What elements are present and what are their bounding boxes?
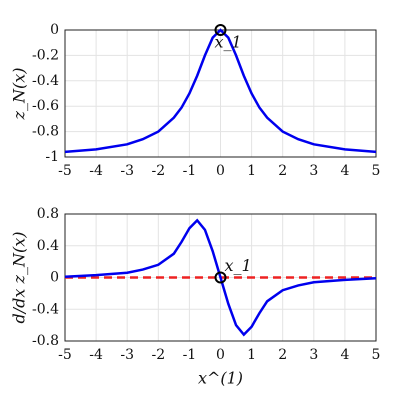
x-tick-label: -1 [183,347,197,363]
x-tick-label: 4 [340,163,349,179]
x-tick-label: 5 [372,347,381,363]
y-tick-label: 0 [50,270,59,286]
y-tick-label: -0.8 [32,333,59,349]
x-tick-label: 2 [278,163,287,179]
x-tick-label: -1 [183,163,197,179]
y-tick-label: -0.4 [32,301,59,317]
x-tick-label: 1 [247,347,256,363]
y-tick-label: 0 [50,22,59,38]
x-tick-label: 0 [216,347,225,363]
y-tick-label: -0.4 [32,73,59,89]
y-tick-label: -1 [45,149,59,165]
x-tick-label: 1 [247,163,256,179]
x-tick-label: -3 [120,347,134,363]
y-axis-label: d/dx z_N(x) [10,232,29,324]
series-line [64,218,377,337]
marker-label: x_1 [225,256,252,275]
x-tick-label: -5 [58,163,72,179]
series-line [64,28,377,154]
y-tick-label: -0.2 [32,47,59,63]
marker-label: x_1 [215,33,242,52]
x-tick-label: 4 [340,347,349,363]
y-axis-label: z_N(x) [10,68,29,121]
marker [214,24,227,36]
x-tick-label: -4 [89,347,103,363]
x-tick-label: -2 [151,163,165,179]
y-tick-label: -0.6 [32,98,59,114]
x-tick-label: 3 [309,347,318,363]
x-tick-label: 2 [278,347,287,363]
x-tick-label: 5 [372,163,381,179]
x-tick-label: -2 [151,347,165,363]
x-tick-label: -3 [120,163,134,179]
x-tick-label: -4 [89,163,103,179]
x-tick-label: 0 [216,163,225,179]
y-tick-label: 0.4 [37,238,59,254]
x-tick-label: -5 [58,347,72,363]
x-axis-label: x^(1) [198,369,243,388]
x-tick-label: 3 [309,163,318,179]
y-tick-label: -0.8 [32,124,59,140]
y-tick-label: 0.8 [37,206,59,222]
marker [214,271,227,284]
